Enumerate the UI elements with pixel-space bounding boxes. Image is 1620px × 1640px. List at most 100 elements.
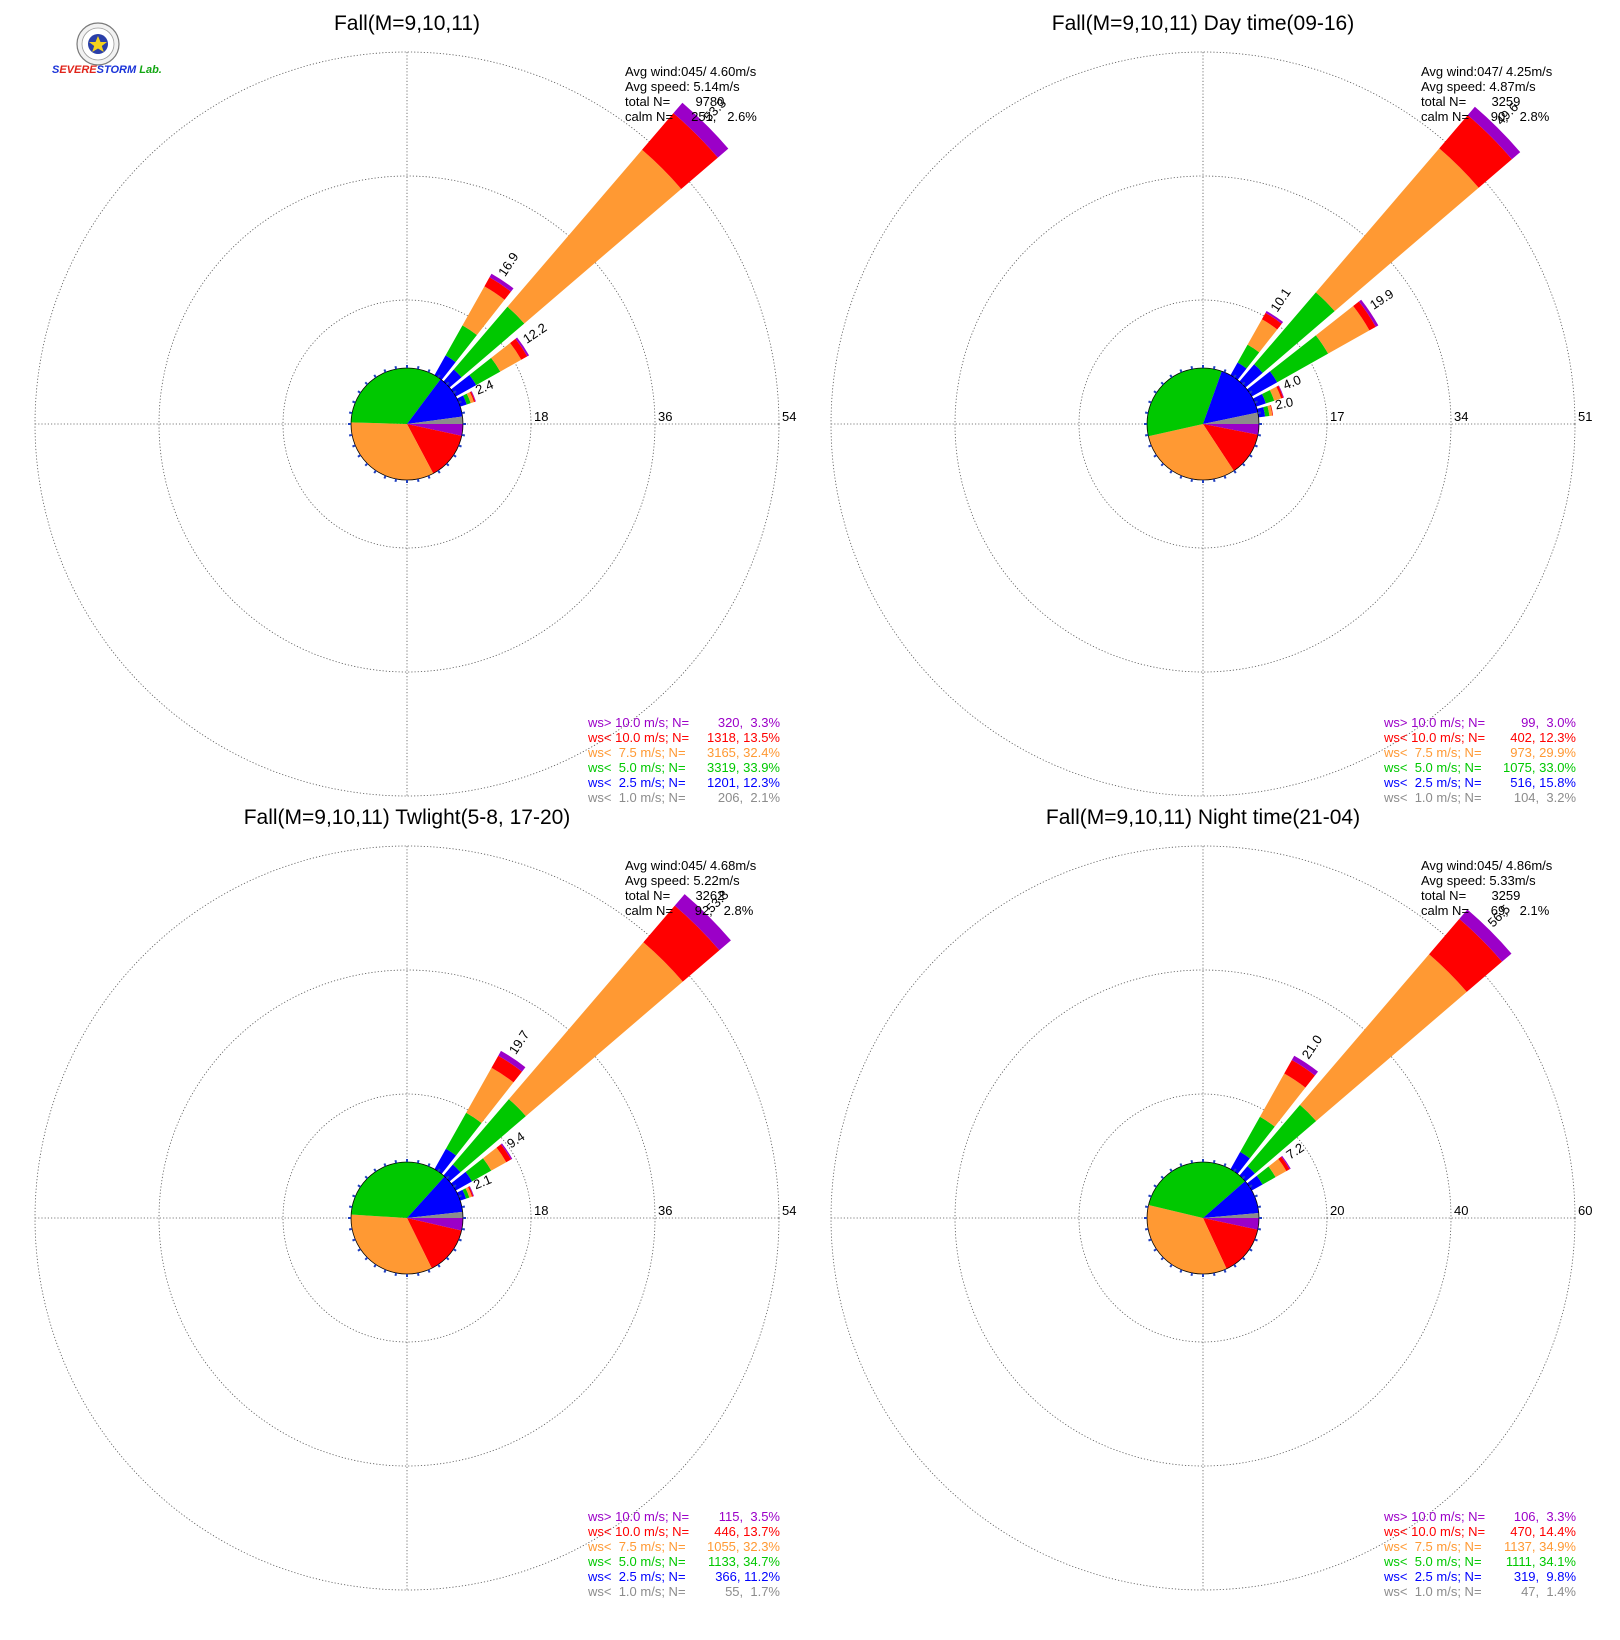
- rim-tick: [1144, 433, 1149, 437]
- petal-segment: [1262, 390, 1275, 404]
- petal-segment: [1265, 310, 1284, 324]
- petal-segment: [466, 392, 474, 404]
- speed-pie-slice: [1148, 1162, 1246, 1218]
- legend-class-label: ws> 10.0 m/s; N=: [587, 715, 689, 730]
- rim-tick: [1257, 433, 1262, 437]
- rim-tick: [1144, 411, 1149, 415]
- rim-tick: [453, 454, 457, 458]
- rim-tick: [373, 1264, 377, 1268]
- rim-tick: [1223, 1269, 1227, 1273]
- rim-tick: [383, 475, 387, 479]
- petal-segment: [469, 1186, 474, 1197]
- legend-class-label: ws< 7.5 m/s; N=: [1383, 1539, 1482, 1554]
- rim-tick: [458, 444, 462, 448]
- petal-segment: [508, 942, 683, 1117]
- petal-segment: [1259, 1073, 1306, 1127]
- speed-pie-slice: [1203, 1218, 1258, 1269]
- legend-class-label: ws< 7.5 m/s; N=: [1383, 745, 1482, 760]
- speed-pie-slice: [407, 424, 464, 436]
- rim-tick: [373, 374, 377, 378]
- rim-tick: [1223, 369, 1227, 373]
- stats-avg-speed: Avg speed: 5.33m/s: [1421, 873, 1536, 888]
- petal-segment: [500, 1143, 513, 1160]
- speed-pie-slice: [1203, 371, 1258, 424]
- rim-tick: [394, 365, 398, 370]
- rim-tick: [437, 470, 441, 474]
- petal-segment: [1247, 319, 1278, 353]
- petal-segment: [1254, 292, 1335, 373]
- speed-pie-slice: [1203, 424, 1258, 471]
- petal-segment: [434, 1148, 457, 1174]
- ring-label: 36: [658, 409, 672, 424]
- petal-segment: [510, 338, 528, 360]
- rim-tick: [1233, 470, 1237, 474]
- rim-tick: [458, 1238, 462, 1242]
- petal-segment: [489, 273, 514, 292]
- legend-class-value: 47, 1.4%: [1521, 1584, 1576, 1599]
- rim-tick: [364, 381, 369, 386]
- rim-tick: [437, 1168, 441, 1172]
- rim-tick: [1233, 1264, 1237, 1268]
- petal-value-label: 2.0: [1274, 394, 1295, 412]
- legend-class-label: ws< 1.0 m/s; N=: [1383, 1584, 1482, 1599]
- speed-pie-slice: [1203, 412, 1259, 424]
- rim-tick: [394, 1159, 398, 1164]
- stats-calm: calm N= 69, 2.1%: [1421, 903, 1550, 918]
- ring-label: 20: [1330, 1203, 1344, 1218]
- stats-total: total N= 3262: [625, 888, 724, 903]
- legend-class-label: ws< 2.5 m/s; N=: [1383, 775, 1482, 790]
- rim-tick: [1249, 1184, 1253, 1188]
- stats-total: total N= 3259: [1421, 94, 1520, 109]
- stats-avg-wind: Avg wind:045/ 4.60m/s: [625, 64, 757, 79]
- petal-segment: [465, 1158, 492, 1182]
- rim-tick: [416, 478, 420, 483]
- petal-segment: [1237, 344, 1260, 369]
- legend-class-value: 1133, 34.7%: [708, 1554, 780, 1569]
- rim-tick: [445, 462, 450, 467]
- legend-class-label: ws< 2.5 m/s; N=: [587, 775, 686, 790]
- legend-class-value: 516, 15.8%: [1510, 775, 1576, 790]
- stats-avg-wind: Avg wind:047/ 4.25m/s: [1421, 64, 1553, 79]
- rim-tick: [348, 433, 353, 437]
- rim-tick: [394, 1272, 398, 1277]
- stats-avg-wind: Avg wind:045/ 4.86m/s: [1421, 858, 1553, 873]
- rim-tick: [357, 454, 361, 458]
- petal-segment: [451, 374, 477, 397]
- rim-tick: [416, 1159, 420, 1164]
- rim-tick: [1254, 444, 1258, 448]
- rim-tick: [1212, 365, 1216, 370]
- lab-logo-text: SEVERESTORM Lab.: [52, 64, 162, 76]
- rim-tick: [1148, 444, 1152, 448]
- panel-title: Fall(M=9,10,11) Night time(21-04): [1046, 806, 1360, 829]
- rim-tick: [364, 462, 369, 467]
- petal-segment: [456, 1189, 467, 1201]
- stats-total: total N= 3259: [1421, 888, 1520, 903]
- legend-class-value: 1137, 34.9%: [1504, 1539, 1576, 1554]
- petal-segment: [1467, 106, 1521, 160]
- rim-tick: [352, 444, 356, 448]
- legend-class-value: 99, 3.0%: [1521, 715, 1576, 730]
- rim-tick: [352, 400, 356, 404]
- ring-label: 60: [1578, 1203, 1592, 1218]
- legend-class-value: 3165, 32.4%: [707, 745, 780, 760]
- petal-segment: [1429, 918, 1503, 992]
- legend-class-value: 115, 3.5%: [719, 1509, 781, 1524]
- stats-avg-speed: Avg speed: 5.22m/s: [625, 873, 740, 888]
- legend-class-label: ws< 1.0 m/s; N=: [587, 790, 686, 805]
- rim-tick: [416, 365, 420, 370]
- speed-pie-slice: [407, 1211, 464, 1218]
- rim-tick: [1233, 1168, 1237, 1172]
- petal-value-label: 21.0: [1299, 1032, 1326, 1061]
- legend-class-label: ws> 10.0 m/s; N=: [1383, 715, 1485, 730]
- rim-tick: [1144, 1205, 1149, 1209]
- rim-tick: [427, 475, 431, 479]
- speed-pie-slice: [407, 1176, 463, 1218]
- wind-rose-panel: 17 34 5149.619.910.14.02.0Fall(M=9,10,11) …: [830, 12, 1592, 805]
- petal-segment: [483, 1147, 507, 1171]
- speed-pie-slice: [1147, 1205, 1227, 1275]
- rim-tick: [1241, 462, 1246, 467]
- petal-segment: [1252, 394, 1266, 407]
- panel-title: Fall(M=9,10,11): [334, 12, 480, 35]
